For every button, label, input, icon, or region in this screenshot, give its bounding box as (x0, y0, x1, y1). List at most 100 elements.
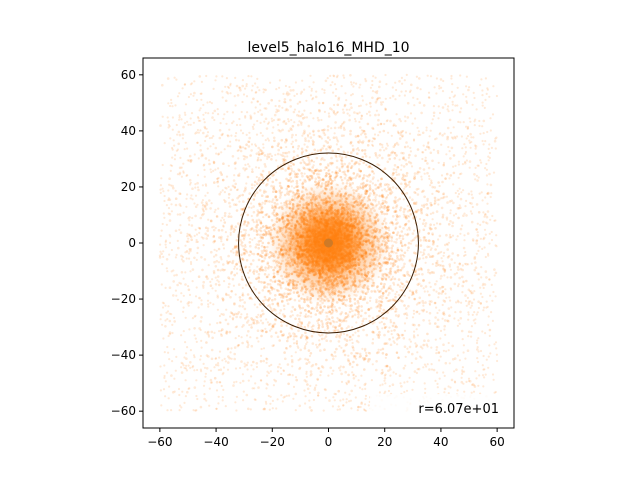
scatter-point (371, 182, 374, 185)
scatter-point (484, 373, 487, 376)
scatter-point (289, 127, 293, 130)
scatter-point (447, 105, 450, 108)
scatter-point (475, 108, 478, 111)
scatter-point (173, 76, 176, 79)
scatter-point (344, 344, 347, 347)
scatter-point (437, 152, 440, 155)
scatter-point (448, 96, 451, 99)
scatter-point (292, 170, 296, 173)
scatter-point (388, 291, 391, 295)
scatter-point (260, 150, 264, 153)
scatter-point (361, 131, 364, 135)
scatter-point (269, 285, 273, 289)
scatter-point (214, 276, 217, 279)
scatter-point (229, 145, 232, 148)
scatter-point (430, 346, 433, 349)
scatter-point (405, 141, 408, 144)
scatter-point (422, 251, 425, 254)
scatter-point (296, 154, 299, 157)
scatter-point (259, 149, 263, 152)
scatter-point (321, 325, 325, 329)
scatter-point (229, 295, 232, 299)
scatter-point (235, 203, 238, 207)
scatter-point (189, 117, 192, 120)
scatter-point (427, 142, 430, 145)
scatter-point (207, 227, 210, 230)
scatter-point (487, 191, 490, 195)
scatter-point (435, 352, 438, 355)
scatter-point (248, 131, 251, 134)
scatter-point (378, 391, 381, 394)
scatter-point (308, 354, 312, 357)
scatter-point (381, 156, 384, 160)
scatter-point (234, 401, 237, 404)
scatter-point (442, 79, 445, 83)
scatter-point (197, 188, 200, 192)
scatter-point (241, 379, 245, 383)
scatter-point (484, 213, 487, 217)
scatter-point (357, 141, 361, 144)
scatter-point (259, 121, 262, 124)
scatter-point (283, 100, 286, 104)
scatter-point (219, 191, 222, 194)
scatter-point (305, 116, 308, 119)
scatter-point (480, 191, 483, 194)
scatter-point (229, 311, 233, 314)
scatter-point (459, 227, 463, 231)
scatter-point (211, 278, 214, 281)
scatter-point (218, 321, 221, 324)
scatter-point (251, 125, 254, 128)
scatter-point (421, 254, 424, 257)
scatter-point (331, 149, 335, 153)
scatter-point (425, 255, 428, 259)
scatter-point (404, 233, 407, 236)
scatter-point (174, 154, 177, 157)
scatter-point (283, 292, 286, 296)
scatter-point (421, 151, 424, 154)
scatter-point (380, 320, 383, 324)
scatter-point (265, 357, 268, 360)
scatter-point (164, 246, 168, 249)
scatter-point (388, 287, 391, 290)
scatter-point (430, 368, 434, 371)
scatter-point (208, 387, 211, 390)
scatter-point (284, 357, 287, 361)
scatter-point (422, 104, 426, 107)
scatter-point (447, 241, 450, 244)
scatter-point (161, 115, 164, 118)
scatter-point (404, 115, 407, 118)
scatter-point (337, 325, 340, 328)
scatter-point (360, 402, 363, 405)
scatter-point (385, 268, 388, 271)
scatter-point (227, 286, 230, 289)
scatter-point (377, 348, 380, 351)
scatter-point (218, 350, 222, 353)
scatter-point (353, 355, 356, 359)
scatter-point (230, 312, 234, 315)
scatter-point (289, 315, 292, 318)
scatter-point (189, 361, 192, 364)
scatter-point (205, 184, 208, 187)
scatter-point (479, 223, 482, 226)
scatter-point (372, 137, 375, 140)
scatter-point (233, 357, 236, 361)
scatter-point (245, 182, 248, 185)
scatter-point (365, 174, 368, 177)
scatter-point (454, 191, 457, 195)
scatter-point (268, 364, 271, 368)
scatter-point (171, 156, 174, 159)
scatter-point (202, 286, 205, 289)
scatter-point (465, 199, 468, 202)
scatter-point (199, 92, 202, 95)
scatter-point (278, 104, 281, 108)
scatter-point (263, 107, 266, 110)
scatter-point (413, 175, 417, 178)
scatter-point (261, 241, 265, 245)
scatter-point (478, 245, 481, 248)
scatter-point (376, 333, 380, 337)
scatter-point (354, 352, 357, 355)
scatter-point (260, 244, 264, 248)
scatter-point (261, 173, 264, 177)
scatter-point (462, 121, 465, 124)
scatter-point (267, 215, 271, 219)
